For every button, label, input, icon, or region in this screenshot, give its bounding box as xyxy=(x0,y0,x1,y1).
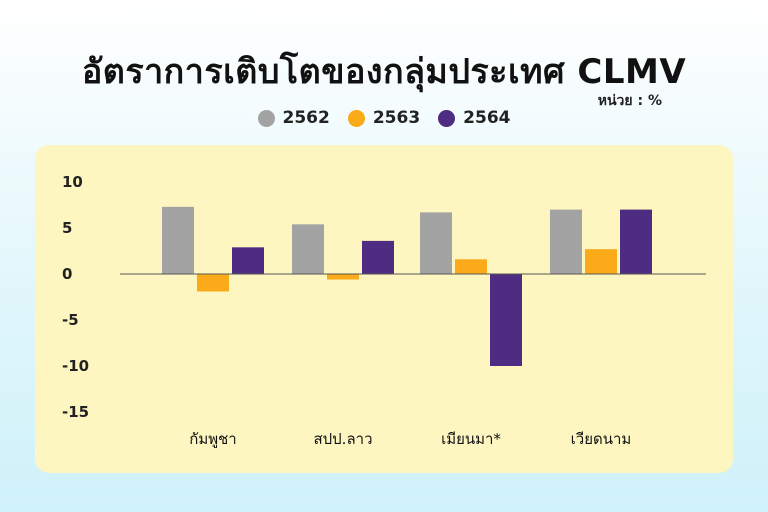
x-category-label: เมียนมา* xyxy=(441,430,501,448)
legend-swatch-2564 xyxy=(438,109,456,127)
bar-2563-1 xyxy=(327,274,359,280)
y-tick-label: -15 xyxy=(62,403,89,421)
legend-swatch-2562 xyxy=(257,109,275,127)
bar-2562-1 xyxy=(292,224,324,274)
bar-2562-3 xyxy=(550,209,582,274)
bar-2563-3 xyxy=(585,249,617,274)
bar-2564-2 xyxy=(490,274,522,366)
bar-2564-0 xyxy=(232,247,264,274)
y-tick-label: -5 xyxy=(62,311,79,329)
bar-2564-1 xyxy=(362,240,394,274)
y-tick-label: 5 xyxy=(62,219,72,237)
legend-label-2564: 2564 xyxy=(463,108,511,128)
legend-label-2562: 2562 xyxy=(282,108,330,128)
chart-panel xyxy=(35,145,733,473)
y-tick-label: 10 xyxy=(62,173,83,191)
y-tick-label: -10 xyxy=(62,357,89,375)
bar-2562-2 xyxy=(420,212,452,274)
unit-label: หน่วย : % xyxy=(597,93,662,109)
x-category-label: เวียดนาม xyxy=(571,430,632,448)
legend-swatch-2563 xyxy=(347,109,365,127)
bar-2564-3 xyxy=(620,209,652,274)
legend-item-2562: 2562 xyxy=(257,108,330,128)
legend: 2562 2563 2564 xyxy=(0,108,768,128)
x-category-label: สปป.ลาว xyxy=(313,430,372,448)
legend-label-2563: 2563 xyxy=(372,108,421,128)
legend-item-2563: 2563 xyxy=(347,108,421,128)
legend-item-2564: 2564 xyxy=(438,108,510,128)
bar-2563-2 xyxy=(455,259,487,274)
x-category-label: กัมพูชา xyxy=(189,430,236,448)
bar-2562-0 xyxy=(162,206,194,274)
chart-title: อัตราการเติบโตของกลุ่มประเทศ CLMV xyxy=(81,52,687,92)
bar-2563-0 xyxy=(197,274,229,292)
y-tick-label: 0 xyxy=(62,265,72,283)
